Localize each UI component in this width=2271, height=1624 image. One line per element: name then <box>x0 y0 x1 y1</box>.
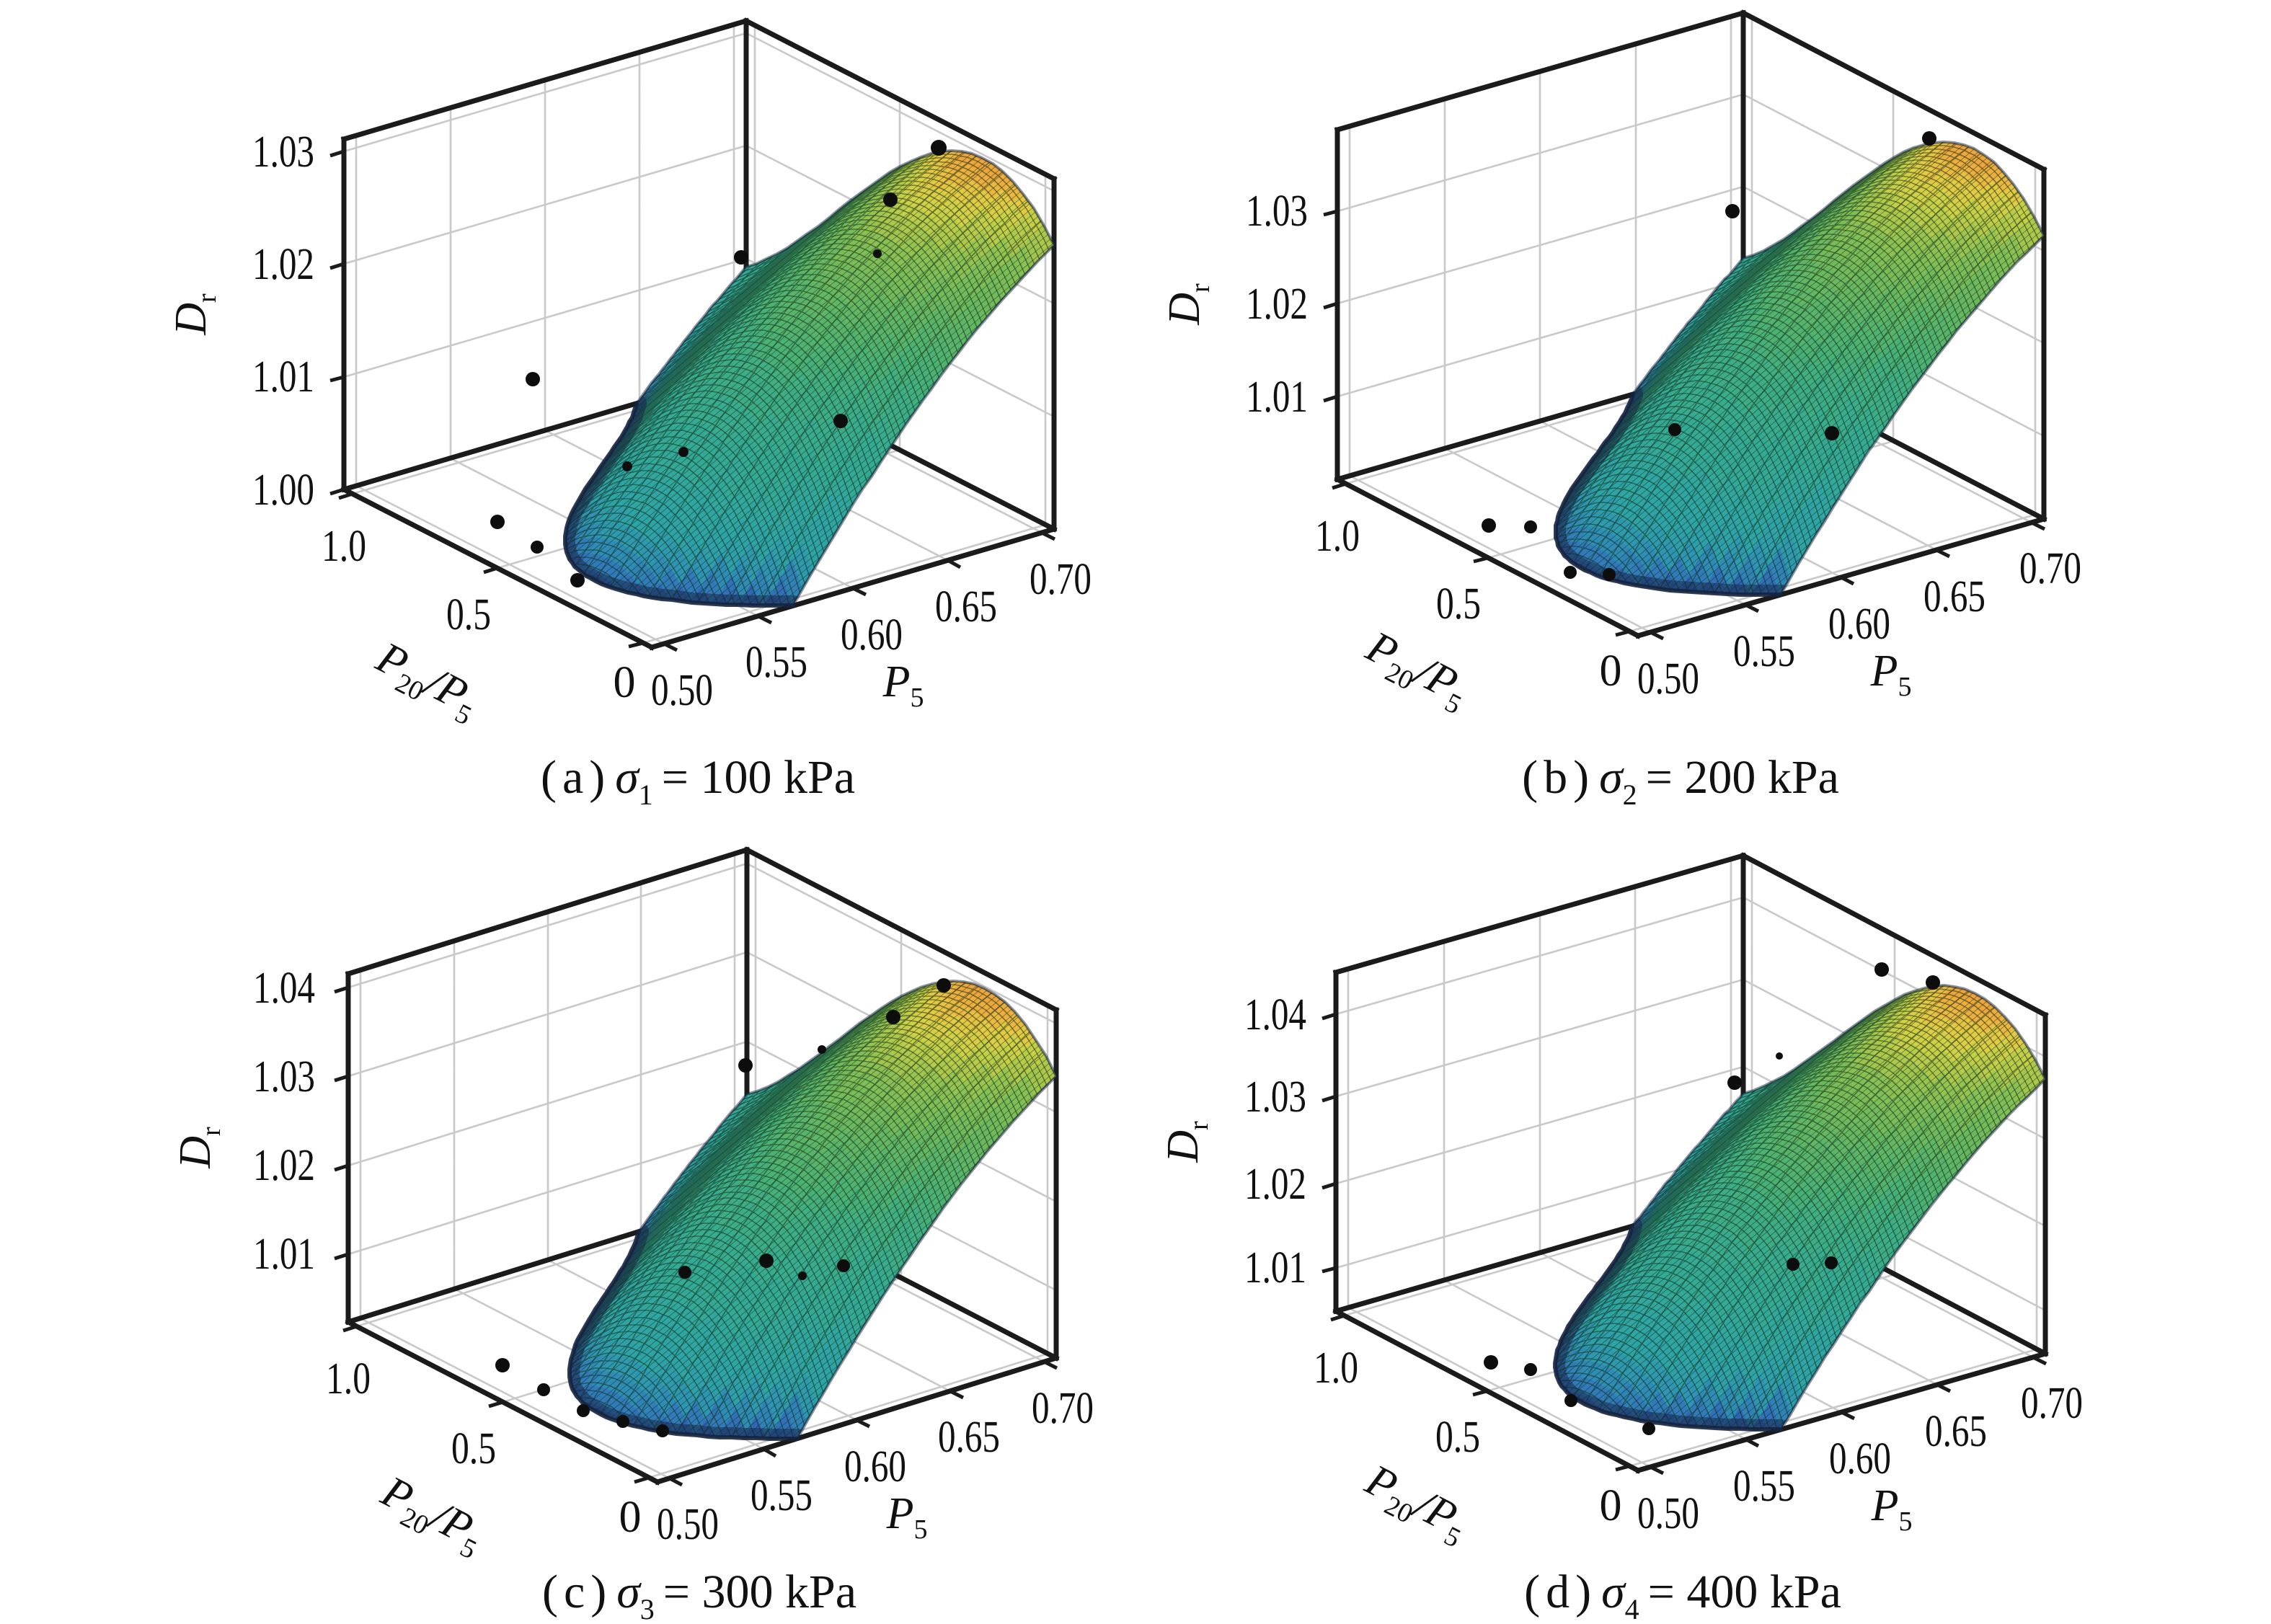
svg-text:0.70: 0.70 <box>2021 1379 2083 1428</box>
svg-text:0.5: 0.5 <box>1436 580 1481 629</box>
svg-text:P5: P5 <box>882 657 924 713</box>
svg-text:1.02: 1.02 <box>252 240 314 289</box>
svg-text:0.5: 0.5 <box>1435 1413 1480 1462</box>
svg-text:Dr: Dr <box>1159 1121 1214 1163</box>
svg-text:Dr: Dr <box>171 1127 226 1169</box>
svg-text:1.02: 1.02 <box>1246 280 1308 329</box>
svg-text:0.55: 0.55 <box>1733 1462 1795 1511</box>
svg-text:0.70: 0.70 <box>1030 555 1092 604</box>
svg-text:0.70: 0.70 <box>2019 544 2081 593</box>
svg-text:P5: P5 <box>886 1489 928 1545</box>
svg-text:0: 0 <box>619 1493 642 1542</box>
svg-text:0.65: 0.65 <box>938 1413 1000 1462</box>
svg-text:1.0: 1.0 <box>322 522 366 571</box>
svg-text:0.65: 0.65 <box>935 582 997 631</box>
svg-text:Dr: Dr <box>1160 283 1216 326</box>
svg-text:1.01: 1.01 <box>1244 1243 1306 1292</box>
svg-text:0: 0 <box>1600 1481 1622 1530</box>
svg-text:1.02: 1.02 <box>253 1141 315 1190</box>
svg-text:1.01: 1.01 <box>1246 373 1308 422</box>
svg-text:P5: P5 <box>1871 1481 1913 1537</box>
svg-text:0.60: 0.60 <box>844 1442 906 1491</box>
svg-text:0.70: 0.70 <box>1032 1384 1094 1433</box>
svg-text:(b)σ2= 200 kPa: (b) σ2 = 200 kPa <box>1522 751 1839 811</box>
svg-text:0: 0 <box>614 658 636 707</box>
svg-text:P5: P5 <box>1870 647 1912 702</box>
svg-text:1.03: 1.03 <box>1244 1073 1306 1122</box>
svg-text:0.5: 0.5 <box>451 1424 496 1473</box>
svg-text:0.50: 0.50 <box>1637 655 1699 704</box>
svg-text:0.65: 0.65 <box>1925 1407 1987 1456</box>
svg-text:0.60: 0.60 <box>1828 600 1890 649</box>
svg-text:1.0: 1.0 <box>1314 1344 1358 1393</box>
svg-text:0.50: 0.50 <box>657 1500 719 1549</box>
svg-text:0.50: 0.50 <box>651 666 713 715</box>
svg-text:1.0: 1.0 <box>326 1354 371 1403</box>
svg-text:1.03: 1.03 <box>252 128 314 177</box>
svg-text:1.00: 1.00 <box>252 466 314 515</box>
svg-text:1.02: 1.02 <box>1244 1160 1306 1209</box>
svg-text:0.65: 0.65 <box>1924 572 1986 621</box>
svg-text:0: 0 <box>1600 647 1622 696</box>
svg-text:0.55: 0.55 <box>751 1471 813 1520</box>
svg-text:1.04: 1.04 <box>1244 990 1306 1039</box>
svg-text:0.50: 0.50 <box>1637 1489 1699 1538</box>
svg-text:(c)σ3= 300 kPa: (c) σ3 = 300 kPa <box>542 1566 856 1624</box>
svg-text:1.01: 1.01 <box>252 352 314 401</box>
svg-text:1.03: 1.03 <box>253 1052 315 1101</box>
svg-text:0.55: 0.55 <box>1733 627 1795 676</box>
svg-text:(d)σ4= 400 kPa: (d) σ4 = 400 kPa <box>1524 1566 1841 1624</box>
svg-text:1.04: 1.04 <box>253 964 315 1013</box>
svg-text:0.60: 0.60 <box>841 611 903 660</box>
svg-text:1.01: 1.01 <box>253 1230 315 1279</box>
svg-text:(a)σ1= 100 kPa: (a) σ1 = 100 kPa <box>541 751 855 811</box>
svg-text:1.0: 1.0 <box>1315 512 1360 561</box>
svg-text:Dr: Dr <box>167 293 222 336</box>
svg-text:0.55: 0.55 <box>745 638 807 687</box>
svg-text:0.60: 0.60 <box>1829 1434 1891 1483</box>
svg-text:1.03: 1.03 <box>1246 187 1308 236</box>
svg-text:0.5: 0.5 <box>446 590 491 639</box>
